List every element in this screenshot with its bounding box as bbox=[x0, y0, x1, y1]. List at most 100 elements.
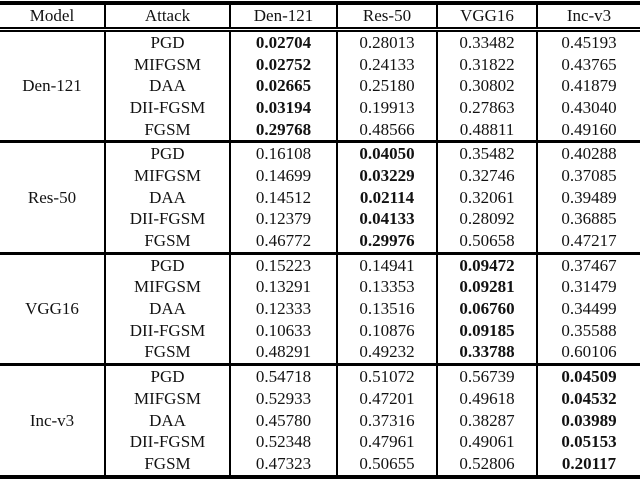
model-group: Den-121 PGD 0.02704 0.28013 0.33482 0.45193 MI… bbox=[0, 29, 640, 142]
attack-cell: PGD bbox=[104, 141, 230, 166]
table-row: MIFGSM 0.14699 0.03229 0.32746 0.37085 bbox=[0, 165, 640, 187]
value-cell: 0.31479 bbox=[536, 276, 640, 299]
value-cell: 0.40288 bbox=[536, 141, 640, 166]
attack-cell: PGD bbox=[104, 253, 230, 277]
model-cell: VGG16 bbox=[25, 299, 79, 319]
table-row: DII-FGSM 0.52348 0.47961 0.49061 0.05153 bbox=[0, 431, 640, 454]
table-row: MIFGSM 0.52933 0.47201 0.49618 0.04532 bbox=[0, 388, 640, 410]
attack-cell: MIFGSM bbox=[104, 388, 230, 410]
value-cell: 0.02704 bbox=[229, 29, 337, 54]
value-cell: 0.34499 bbox=[536, 298, 640, 320]
value-cell: 0.24133 bbox=[336, 53, 437, 76]
attack-cell: FGSM bbox=[104, 341, 230, 365]
attack-cell: DAA bbox=[104, 186, 230, 209]
attack-cell: DAA bbox=[104, 75, 230, 98]
value-cell: 0.12379 bbox=[229, 208, 337, 231]
value-cell: 0.31822 bbox=[436, 53, 537, 76]
value-cell: 0.13516 bbox=[336, 298, 437, 320]
value-cell: 0.47961 bbox=[336, 431, 437, 454]
value-cell: 0.52806 bbox=[436, 453, 537, 477]
value-cell: 0.52933 bbox=[229, 388, 337, 410]
table-row: DAA 0.14512 0.02114 0.32061 0.39489 bbox=[0, 186, 640, 209]
value-cell: 0.37467 bbox=[536, 253, 640, 277]
attack-cell: DAA bbox=[104, 298, 230, 320]
value-cell: 0.32746 bbox=[436, 165, 537, 187]
value-cell: 0.14941 bbox=[336, 253, 437, 277]
value-cell: 0.06760 bbox=[436, 298, 537, 320]
value-cell: 0.45193 bbox=[536, 29, 640, 54]
table-row: DII-FGSM 0.12379 0.04133 0.28092 0.36885 bbox=[0, 208, 640, 231]
attack-cell: PGD bbox=[104, 29, 230, 54]
attack-cell: DII-FGSM bbox=[104, 97, 230, 119]
value-cell: 0.49232 bbox=[336, 341, 437, 365]
table-row: FGSM 0.48291 0.49232 0.33788 0.60106 bbox=[0, 341, 640, 365]
value-cell: 0.12333 bbox=[229, 298, 337, 320]
attack-cell: MIFGSM bbox=[104, 276, 230, 299]
value-cell: 0.29976 bbox=[336, 230, 437, 254]
value-cell: 0.56739 bbox=[436, 364, 537, 388]
column-header-den121: Den-121 bbox=[229, 3, 337, 32]
table-row: DII-FGSM 0.03194 0.19913 0.27863 0.43040 bbox=[0, 97, 640, 119]
attack-cell: DII-FGSM bbox=[104, 431, 230, 454]
value-cell: 0.09185 bbox=[436, 319, 537, 342]
value-cell: 0.60106 bbox=[536, 341, 640, 365]
model-group: VGG16 PGD 0.15223 0.14941 0.09472 0.37467 MIFG… bbox=[0, 253, 640, 365]
value-cell: 0.04532 bbox=[536, 388, 640, 410]
table-row: Den-121 PGD 0.02704 0.28013 0.33482 0.45193 bbox=[0, 29, 640, 95]
value-cell: 0.50655 bbox=[336, 453, 437, 477]
attack-cell: FGSM bbox=[104, 453, 230, 477]
value-cell: 0.03989 bbox=[536, 409, 640, 432]
value-cell: 0.35588 bbox=[536, 319, 640, 342]
value-cell: 0.02114 bbox=[336, 186, 437, 209]
value-cell: 0.14699 bbox=[229, 165, 337, 187]
value-cell: 0.19913 bbox=[336, 97, 437, 119]
value-cell: 0.37316 bbox=[336, 409, 437, 432]
value-cell: 0.28092 bbox=[436, 208, 537, 231]
table-row: DII-FGSM 0.10633 0.10876 0.09185 0.35588 bbox=[0, 319, 640, 342]
model-cell: Inc-v3 bbox=[29, 410, 75, 430]
value-cell: 0.51072 bbox=[336, 364, 437, 388]
value-cell: 0.43040 bbox=[536, 97, 640, 119]
value-cell: 0.30802 bbox=[436, 75, 537, 98]
column-header-incv3: Inc-v3 bbox=[536, 3, 640, 32]
value-cell: 0.13291 bbox=[229, 276, 337, 299]
value-cell: 0.20117 bbox=[536, 453, 640, 477]
attack-cell: FGSM bbox=[104, 230, 230, 254]
attack-cell: FGSM bbox=[104, 118, 230, 142]
attack-cell: MIFGSM bbox=[104, 165, 230, 187]
header-row: Model Attack Den-121 Res-50 VGG16 Inc-v3 bbox=[0, 3, 640, 32]
value-cell: 0.05153 bbox=[536, 431, 640, 454]
value-cell: 0.10633 bbox=[229, 319, 337, 342]
column-header-res50: Res-50 bbox=[336, 3, 437, 32]
attack-cell: DII-FGSM bbox=[104, 319, 230, 342]
value-cell: 0.35482 bbox=[436, 141, 537, 166]
value-cell: 0.38287 bbox=[436, 409, 537, 432]
value-cell: 0.41879 bbox=[536, 75, 640, 98]
value-cell: 0.45780 bbox=[229, 409, 337, 432]
table-row: FGSM 0.46772 0.29976 0.50658 0.47217 bbox=[0, 230, 640, 254]
value-cell: 0.29768 bbox=[229, 118, 337, 142]
value-cell: 0.52348 bbox=[229, 431, 337, 454]
table-row: DAA 0.45780 0.37316 0.38287 0.03989 bbox=[0, 409, 640, 432]
table-row: DAA 0.02665 0.25180 0.30802 0.41879 bbox=[0, 75, 640, 98]
value-cell: 0.13353 bbox=[336, 276, 437, 299]
value-cell: 0.48811 bbox=[436, 118, 537, 142]
column-header-attack: Attack bbox=[104, 3, 230, 32]
value-cell: 0.04509 bbox=[536, 364, 640, 388]
attack-cell: PGD bbox=[104, 364, 230, 388]
value-cell: 0.02665 bbox=[229, 75, 337, 98]
value-cell: 0.03229 bbox=[336, 165, 437, 187]
table-row: Inc-v3 PGD 0.54718 0.51072 0.56739 0.04509 bbox=[0, 364, 640, 430]
value-cell: 0.43765 bbox=[536, 53, 640, 76]
value-cell: 0.27863 bbox=[436, 97, 537, 119]
table-row: MIFGSM 0.02752 0.24133 0.31822 0.43765 bbox=[0, 53, 640, 76]
value-cell: 0.09472 bbox=[436, 253, 537, 277]
table-row: Res-50 PGD 0.16108 0.04050 0.35482 0.40288 bbox=[0, 141, 640, 207]
value-cell: 0.09281 bbox=[436, 276, 537, 299]
value-cell: 0.50658 bbox=[436, 230, 537, 254]
value-cell: 0.47201 bbox=[336, 388, 437, 410]
value-cell: 0.47323 bbox=[229, 453, 337, 477]
value-cell: 0.28013 bbox=[336, 29, 437, 54]
value-cell: 0.33788 bbox=[436, 341, 537, 365]
value-cell: 0.32061 bbox=[436, 186, 537, 209]
